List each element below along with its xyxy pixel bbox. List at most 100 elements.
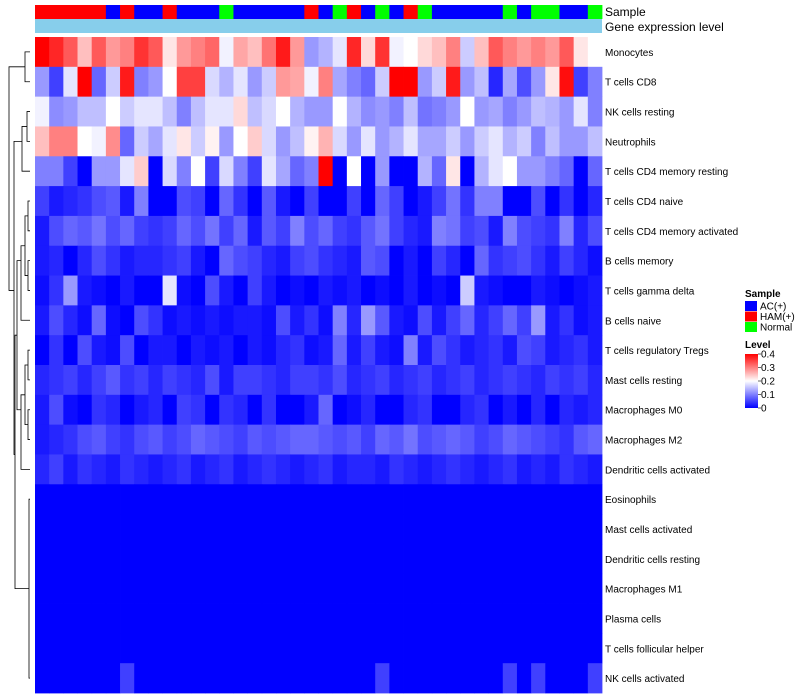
heatmap-cell: [545, 424, 560, 455]
heatmap-cell: [176, 514, 192, 545]
heatmap-cell: [35, 126, 50, 157]
heatmap-cell: [91, 484, 107, 515]
heatmap-cell: [545, 573, 560, 604]
heatmap-cell: [318, 633, 334, 664]
heatmap-cell: [120, 37, 135, 68]
heatmap-cell: [587, 37, 603, 68]
heatmap-cell: [460, 335, 475, 366]
heatmap-cell: [275, 37, 291, 68]
heatmap-cell: [63, 66, 78, 98]
heatmap-cell: [162, 633, 178, 664]
heatmap-cell: [516, 394, 532, 426]
heatmap-cell: [261, 663, 277, 694]
heatmap-cell: [332, 543, 348, 575]
heatmap-cell: [162, 663, 178, 694]
heatmap-cell: [290, 245, 305, 276]
heatmap-cell: [219, 543, 234, 575]
heatmap-cell: [77, 245, 93, 276]
heatmap-cell: [488, 424, 504, 455]
row-label: Macrophages M1: [605, 585, 683, 596]
heatmap-cell: [290, 186, 305, 217]
heatmap-cell: [573, 633, 589, 664]
heatmap-cell: [531, 126, 546, 157]
heatmap-cell: [361, 365, 376, 396]
heatmap-cell: [120, 305, 135, 336]
heatmap-cell: [205, 275, 220, 306]
heatmap-cell: [205, 66, 220, 98]
heatmap-cell: [205, 365, 220, 396]
legend-label: AC(+): [760, 302, 786, 313]
heatmap-cell: [290, 603, 305, 634]
heatmap-cell: [545, 603, 560, 634]
heatmap-cell: [275, 156, 291, 187]
heatmap-cell: [261, 37, 277, 68]
heatmap-cell: [417, 215, 433, 247]
heatmap-cell: [176, 66, 192, 98]
heatmap-cell: [502, 514, 518, 545]
row-label: T cells CD4 memory activated: [605, 227, 738, 238]
heatmap-cell: [134, 96, 149, 127]
heatmap-cell: [318, 126, 334, 157]
heatmap-cell: [446, 156, 461, 187]
sample-track-cell: [304, 5, 319, 19]
heatmap-cell: [559, 484, 575, 515]
heatmap-cell: [77, 573, 93, 604]
heatmap-cell: [63, 215, 78, 247]
heatmap-cell: [375, 66, 390, 98]
heatmap-cell: [431, 186, 447, 217]
heatmap-cell: [77, 186, 93, 217]
heatmap-cell: [290, 156, 305, 187]
heatmap-cell: [375, 215, 390, 247]
heatmap-cell: [91, 156, 107, 187]
heatmap-cell: [63, 633, 78, 664]
heatmap-cell: [587, 66, 603, 98]
heatmap-cell: [417, 603, 433, 634]
heatmap-cell: [105, 663, 121, 694]
heatmap-cell: [91, 514, 107, 545]
heatmap-cell: [573, 156, 589, 187]
heatmap-cell: [403, 394, 419, 426]
heatmap-cell: [105, 245, 121, 276]
heatmap-cell: [148, 37, 163, 68]
heatmap-cell: [403, 305, 419, 336]
sample-track-cell: [417, 5, 433, 19]
heatmap-cell: [332, 245, 348, 276]
heatmap-cell: [91, 305, 107, 336]
heatmap-cell: [474, 275, 489, 306]
heatmap-cell: [559, 215, 575, 247]
heatmap-cell: [389, 245, 404, 276]
heatmap-cell: [318, 663, 334, 694]
heatmap-cell: [389, 156, 404, 187]
heatmap-cell: [318, 335, 334, 366]
heatmap-cell: [304, 335, 319, 366]
heatmap-cell: [587, 633, 603, 664]
heatmap-cell: [148, 275, 163, 306]
heatmap-cell: [134, 37, 149, 68]
heatmap-cell: [162, 37, 178, 68]
heatmap-cell: [205, 215, 220, 247]
sample-legend-title: Sample: [745, 289, 781, 300]
heatmap-cell: [417, 96, 433, 127]
heatmap-cell: [77, 543, 93, 575]
heatmap-cell: [105, 305, 121, 336]
level-tick-label: 0.1: [761, 390, 775, 401]
heatmap-cell: [290, 126, 305, 157]
heatmap-cell: [120, 186, 135, 217]
heatmap-cell: [233, 365, 249, 396]
heatmap-cell: [346, 156, 362, 187]
dendrogram-branch: [24, 215, 28, 276]
sample-track-cell: [190, 5, 206, 19]
heatmap-cell: [205, 603, 220, 634]
heatmap-cell: [573, 543, 589, 575]
heatmap-cell: [375, 245, 390, 276]
heatmap-cell: [205, 514, 220, 545]
row-label: T cells CD4 naive: [605, 197, 684, 208]
heatmap-cell: [446, 245, 461, 276]
legend-swatch: [745, 322, 757, 332]
heatmap-cell: [290, 663, 305, 694]
heatmap-cell: [516, 543, 532, 575]
heatmap-cell: [587, 573, 603, 604]
heatmap-cell: [389, 514, 404, 545]
sample-annotation-track: [35, 5, 603, 19]
heatmap-cell: [148, 514, 163, 545]
